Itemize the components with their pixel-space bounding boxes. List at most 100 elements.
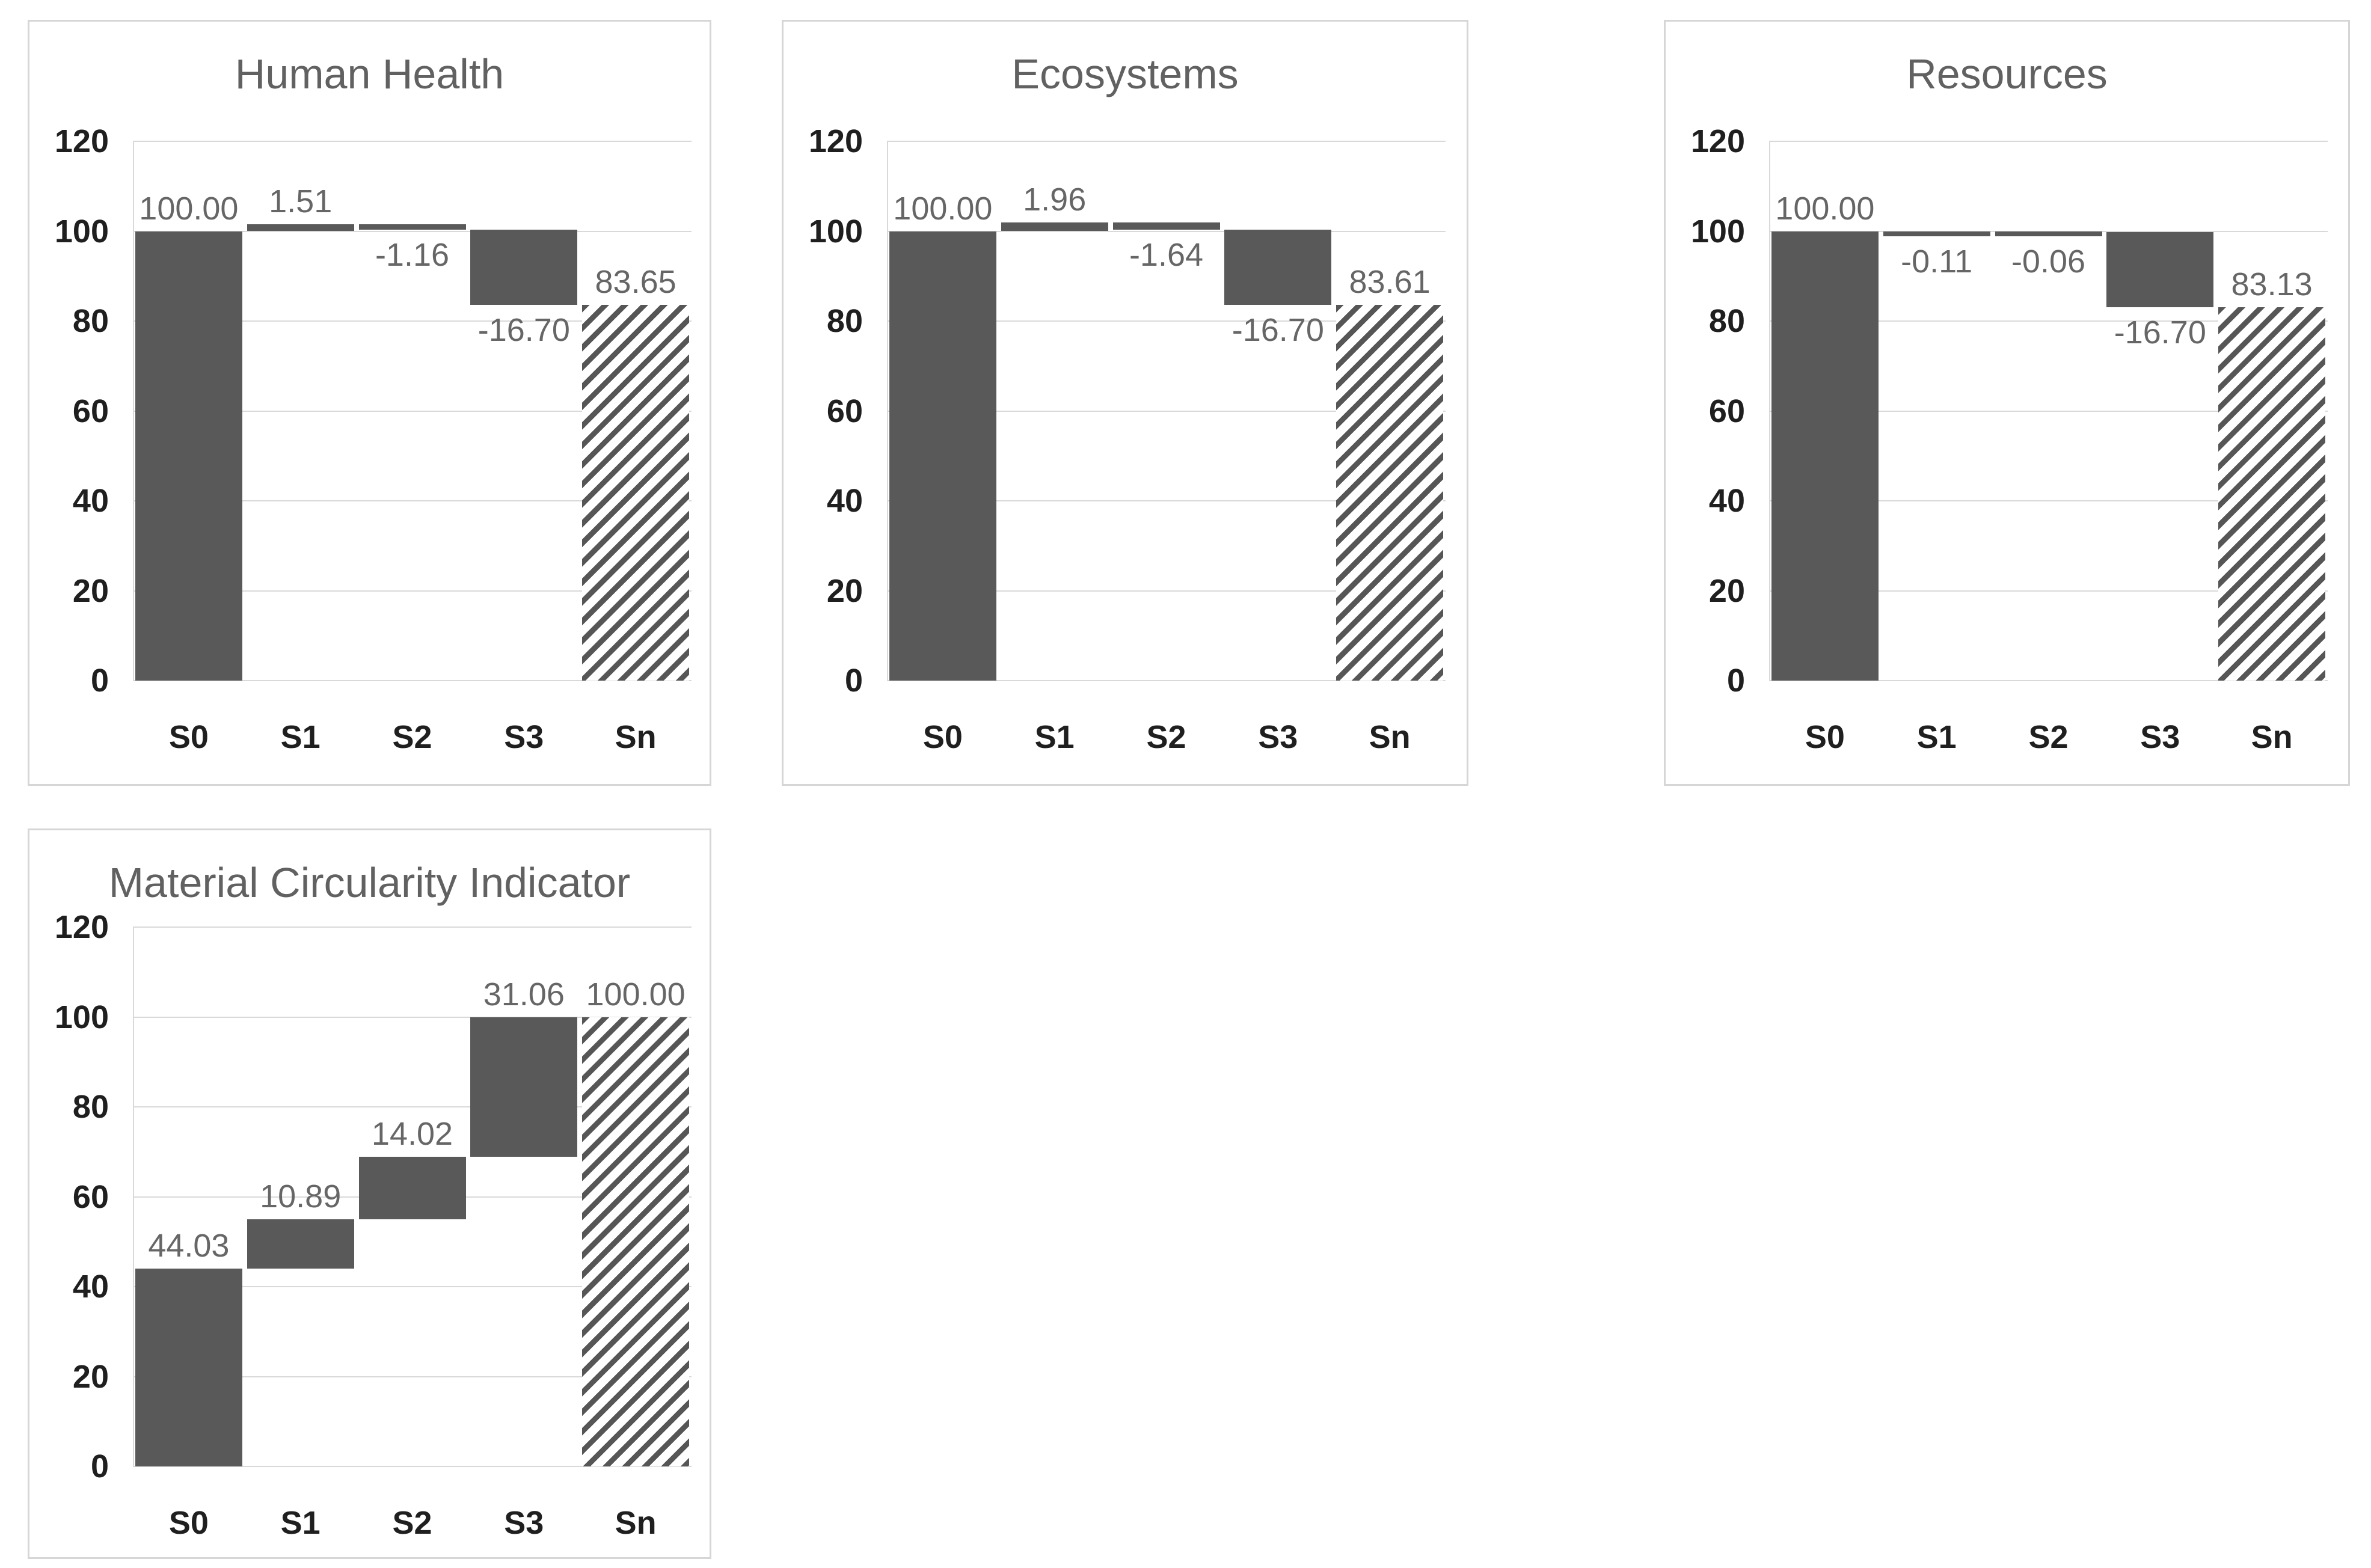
y-axis-line (133, 141, 134, 681)
y-tick-label: 100 (1690, 213, 1745, 250)
data-label-s0: 44.03 (148, 1227, 230, 1264)
chart-card-material-circularity-indicator: Material Circularity Indicator 0 20 40 60 80… (28, 828, 711, 1559)
x-category-label-s1: S1 (1916, 719, 1957, 755)
bar-s3 (1224, 230, 1332, 305)
x-category-label-sn: Sn (2251, 719, 2293, 755)
y-tick-label: 20 (826, 572, 863, 609)
gridline-0 (133, 1466, 692, 1467)
gridline-20 (1769, 590, 2328, 592)
plot-area: 0 20 40 60 80 100 120 100.00 S0 1.51 S1 -1.16 S2 -16.… (29, 22, 710, 784)
y-tick-label: 40 (72, 483, 109, 519)
x-category-label-s1: S1 (280, 1505, 321, 1541)
data-label-sn: 83.65 (595, 263, 676, 300)
y-tick-label: 100 (54, 999, 109, 1035)
data-label-sn: 100.00 (586, 976, 686, 1012)
x-category-label-s2: S2 (392, 1505, 432, 1541)
data-label-s0: 100.00 (893, 190, 993, 227)
y-tick-label: 80 (72, 1089, 109, 1125)
bar-s2 (1112, 222, 1220, 230)
x-category-label-s2: S2 (1146, 719, 1186, 755)
gridline-60 (1769, 410, 2328, 412)
y-tick-label: 20 (72, 572, 109, 609)
gridline-120 (133, 926, 692, 928)
gridline-80 (887, 320, 1446, 322)
y-tick-label: 60 (1708, 393, 1745, 429)
chart-card-resources: Resources 0 20 40 60 80 100 120 100.00 S0 -0.11 S1… (1664, 20, 2350, 786)
gridline-40 (133, 500, 692, 501)
y-axis-line (133, 927, 134, 1466)
bar-s3 (2106, 231, 2214, 307)
x-category-label-s2: S2 (392, 719, 432, 755)
gridline-0 (887, 680, 1446, 681)
y-tick-label: 80 (72, 303, 109, 339)
y-tick-label: 120 (1690, 123, 1745, 159)
bar-sn-hatched (582, 304, 690, 681)
bar-s0 (1771, 231, 1879, 681)
plot-area: 0 20 40 60 80 100 120 100.00 S0 1.96 S1 -1.64 S2 -16.… (784, 22, 1467, 784)
data-label-s1: 10.89 (260, 1178, 342, 1215)
plot-area: 0 20 40 60 80 100 120 100.00 S0 -0.11 S1 -0.06 S2 -16… (1666, 22, 2348, 784)
data-label-s2: -1.16 (375, 236, 450, 273)
data-label-s3: -16.70 (1232, 312, 1324, 348)
y-tick-label: 0 (90, 1448, 109, 1484)
y-axis-line (1769, 141, 1770, 681)
bar-s1 (247, 1219, 354, 1269)
y-tick-label: 20 (72, 1358, 109, 1395)
y-tick-label: 60 (826, 393, 863, 429)
bar-s3 (470, 229, 578, 305)
bar-s1 (1001, 222, 1108, 231)
chart-title: Ecosystems (1011, 51, 1239, 97)
gridline-0 (1769, 680, 2328, 681)
bar-s0 (135, 1268, 242, 1466)
bar-sn-hatched (582, 1017, 690, 1466)
data-label-s3: -16.70 (477, 311, 570, 348)
gridline-100 (887, 230, 1446, 232)
gridline-100 (133, 230, 692, 232)
gridline-60 (133, 410, 692, 412)
x-category-label-s3: S3 (2140, 719, 2180, 755)
gridline-20 (133, 590, 692, 592)
y-axis-line (887, 141, 888, 681)
x-category-label-s1: S1 (1034, 719, 1075, 755)
data-label-s0: 100.00 (139, 190, 239, 227)
y-tick-label: 0 (90, 663, 109, 699)
data-label-s3: 31.06 (483, 976, 565, 1012)
chart-card-ecosystems: Ecosystems 0 20 40 60 80 100 120 100.00 S0 1.96 S1… (782, 20, 1468, 786)
gridline-120 (887, 141, 1446, 142)
data-label-s2: -0.06 (2011, 243, 2086, 280)
y-tick-label: 60 (72, 393, 109, 429)
y-tick-label: 40 (826, 483, 863, 519)
y-tick-label: 40 (1708, 483, 1745, 519)
bar-s3 (470, 1017, 578, 1157)
data-label-s3: -16.70 (2114, 314, 2206, 351)
data-label-s1: 1.51 (269, 183, 333, 220)
bar-s1 (247, 224, 354, 231)
chart-title: Material Circularity Indicator (108, 859, 631, 906)
x-category-label-s3: S3 (504, 719, 544, 755)
bar-s1 (1883, 231, 1990, 236)
bar-s0 (135, 231, 242, 681)
x-category-label-s0: S0 (1805, 719, 1845, 755)
x-category-label-s0: S0 (168, 1505, 209, 1541)
gridline-80 (133, 1106, 692, 1107)
bar-sn-hatched (2218, 307, 2326, 681)
y-tick-label: 100 (54, 213, 109, 250)
gridline-80 (133, 320, 692, 322)
x-category-label-sn: Sn (615, 1505, 657, 1541)
gridline-20 (133, 1376, 692, 1377)
y-tick-label: 80 (1708, 303, 1745, 339)
data-label-s0: 100.00 (1775, 190, 1875, 227)
gridline-40 (1769, 500, 2328, 501)
data-label-sn: 83.13 (2231, 266, 2313, 302)
x-category-label-sn: Sn (1369, 719, 1411, 755)
x-category-label-s0: S0 (168, 719, 209, 755)
gridline-60 (887, 410, 1446, 412)
data-label-s2: 14.02 (371, 1115, 453, 1152)
y-tick-label: 100 (808, 213, 863, 250)
gridline-40 (133, 1286, 692, 1287)
y-tick-label: 120 (54, 123, 109, 159)
y-tick-label: 0 (844, 663, 863, 699)
bar-s0 (889, 231, 996, 681)
chart-card-human-health: Human Health 0 20 40 60 80 100 120 100.00 S0 1.51… (28, 20, 711, 786)
